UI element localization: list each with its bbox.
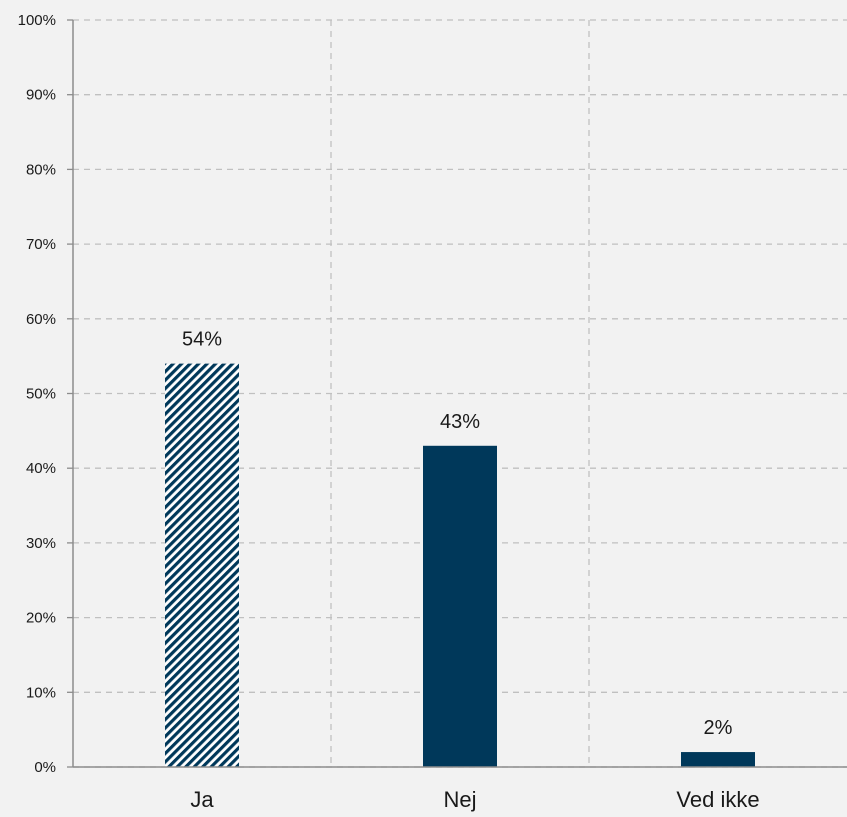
y-tick-label: 50%	[26, 386, 56, 403]
y-tick-label: 80%	[26, 161, 56, 178]
y-tick-label: 40%	[26, 460, 56, 477]
bar-nej	[423, 445, 497, 767]
labels-layer: 0% 10% 20% 30% 40% 50% 60% 70% 80% 90% 100% 54% Ja 43…	[18, 12, 760, 812]
bar-ved-ikke	[681, 752, 755, 767]
y-tick-label: 90%	[26, 87, 56, 104]
y-tick-label: 70%	[26, 236, 56, 253]
y-tick-label: 0%	[34, 759, 56, 776]
data-label: 54%	[182, 329, 222, 351]
bars-layer	[165, 363, 755, 767]
x-tick-label: Nej	[443, 787, 476, 812]
x-tick-label: Ved ikke	[676, 787, 759, 812]
data-label: 2%	[704, 717, 733, 739]
y-tick-label: 100%	[18, 12, 56, 29]
y-tick-label: 10%	[26, 684, 56, 701]
y-tick-label: 20%	[26, 610, 56, 627]
bar-ja	[165, 363, 239, 767]
y-tick-label: 60%	[26, 311, 56, 328]
x-tick-label: Ja	[190, 787, 214, 812]
axis-layer	[67, 19, 847, 768]
data-label: 43%	[440, 411, 480, 433]
y-tick-label: 30%	[26, 535, 56, 552]
